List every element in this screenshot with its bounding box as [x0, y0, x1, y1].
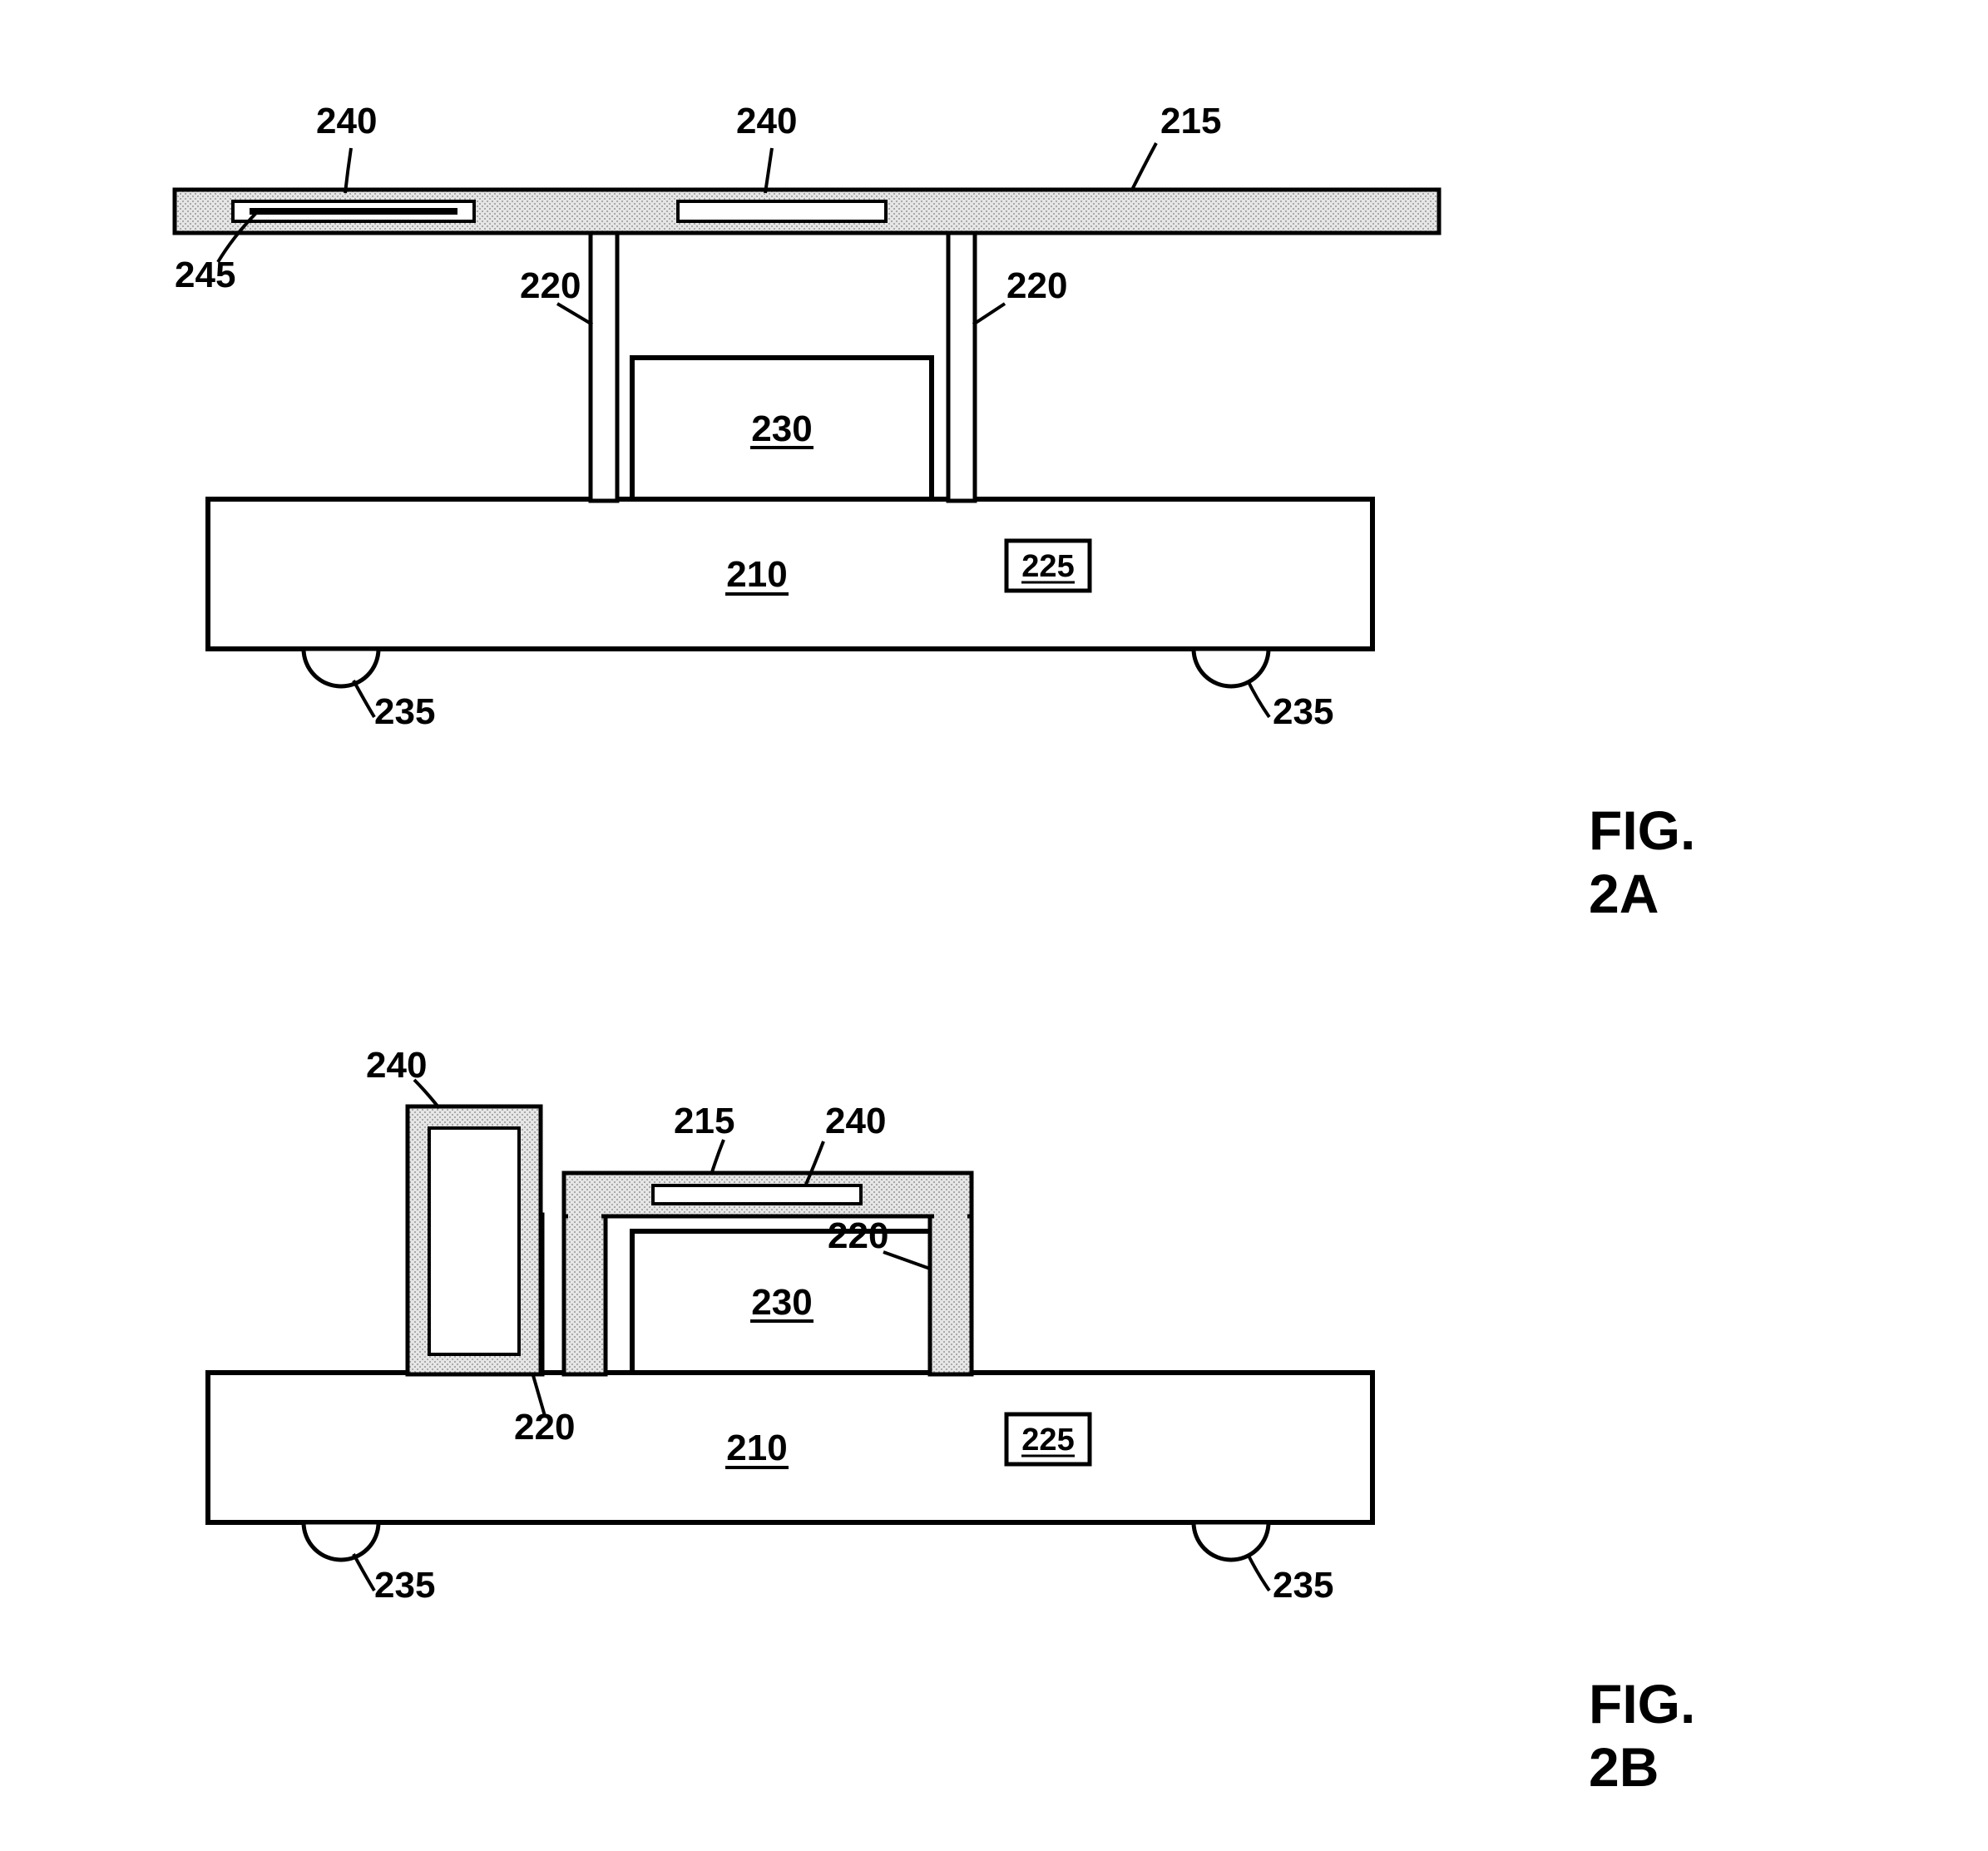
callout-220-right: 220: [1006, 265, 1067, 306]
foot-left-235: [304, 649, 378, 686]
caption-fig-2b: FIG. 2B: [1589, 1672, 1747, 1799]
page: 210 225 230 22: [0, 0, 1988, 1851]
callout-215: 215: [1160, 101, 1221, 141]
callout-235-left: 235: [374, 1565, 435, 1606]
label-225: 225: [1021, 549, 1074, 584]
callout-220-left: 220: [520, 265, 581, 306]
label-225: 225: [1021, 1423, 1074, 1458]
block-base-210: [208, 499, 1372, 649]
block-post-right: [948, 226, 975, 501]
callout-240-tower: 240: [366, 1045, 427, 1086]
foot-left-235: [304, 1522, 378, 1560]
figure-2b: 210 225 230: [125, 957, 1747, 1747]
block-slot-center-240: [678, 201, 886, 221]
callout-240-left: 240: [316, 101, 377, 141]
callout-220-post: 220: [514, 1407, 575, 1448]
block-post-left: [591, 226, 617, 501]
label-230: 230: [751, 1282, 812, 1323]
block-base-210: [208, 1373, 1372, 1522]
callout-240-center: 240: [736, 101, 797, 141]
figure-2a: 210 225 230 22: [125, 83, 1747, 874]
label-210: 210: [726, 554, 787, 595]
block-tower-inner: [429, 1128, 519, 1354]
callout-215: 215: [674, 1101, 734, 1141]
foot-right-235: [1194, 1522, 1268, 1560]
callout-235-left: 235: [374, 691, 435, 732]
label-230: 230: [751, 408, 812, 449]
callout-240-cap: 240: [825, 1101, 886, 1141]
callout-220-cap: 220: [828, 1215, 888, 1256]
callout-235-right-fix: 235: [1273, 1565, 1333, 1606]
label-210: 210: [726, 1428, 787, 1468]
figure-2b-svg: 210 225 230: [125, 957, 1456, 1606]
foot-right-235: [1194, 649, 1268, 686]
callout-245: 245: [175, 255, 235, 295]
caption-fig-2a: FIG. 2A: [1589, 799, 1747, 925]
figure-2a-svg: 210 225 230 22: [125, 83, 1456, 732]
callout-235-right: 235: [1273, 691, 1333, 732]
block-slit-245: [250, 208, 457, 215]
block-slot-cap-240: [653, 1185, 861, 1204]
